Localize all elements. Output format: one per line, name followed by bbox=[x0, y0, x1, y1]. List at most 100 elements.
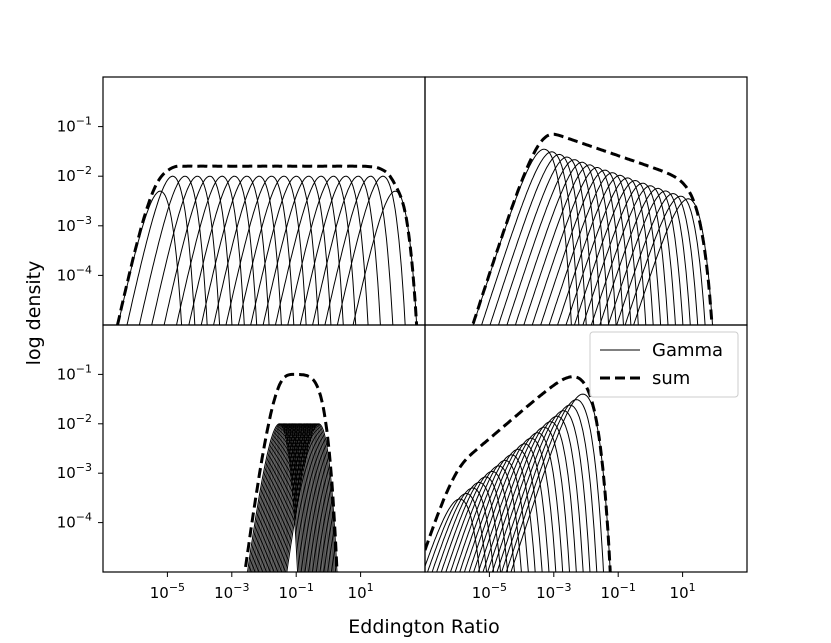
gamma-curve bbox=[582, 182, 669, 325]
gamma-curve bbox=[275, 423, 327, 572]
gamma-curve bbox=[481, 151, 580, 325]
gamma-curve bbox=[599, 187, 684, 325]
gamma-curve bbox=[498, 156, 595, 325]
gamma-curve bbox=[268, 423, 320, 572]
gamma-curve bbox=[260, 423, 312, 572]
gamma-curve bbox=[590, 185, 676, 325]
gamma-curve bbox=[557, 174, 647, 325]
gamma-curve bbox=[276, 423, 328, 572]
gamma-curve bbox=[280, 423, 333, 572]
gamma-curve bbox=[482, 426, 571, 572]
panel-bottom-left bbox=[98, 324, 426, 577]
x-tick-label: 10−5 bbox=[472, 581, 507, 602]
gamma-curve bbox=[126, 175, 196, 325]
gamma-curve bbox=[271, 423, 323, 572]
gamma-curve bbox=[352, 190, 418, 325]
sum-curve bbox=[471, 132, 714, 325]
legend: Gamma sum bbox=[589, 331, 739, 398]
panel-top-right bbox=[424, 76, 748, 326]
gamma-curve bbox=[505, 399, 605, 572]
gamma-curve bbox=[274, 175, 344, 325]
gamma-curve bbox=[265, 423, 318, 572]
legend-label-gamma: Gamma bbox=[652, 340, 723, 361]
panel-bottom-right bbox=[424, 324, 748, 577]
gamma-curve bbox=[336, 175, 406, 325]
gamma-curve bbox=[262, 175, 332, 325]
gamma-curve bbox=[274, 423, 326, 572]
gamma-curve bbox=[285, 423, 337, 572]
gamma-curve bbox=[270, 423, 322, 572]
sum-curve bbox=[425, 375, 612, 572]
gamma-curve bbox=[489, 153, 587, 325]
gamma-curve bbox=[283, 423, 335, 572]
panel-frame bbox=[424, 76, 748, 326]
y-tick-label: 10−3 bbox=[57, 461, 92, 482]
y-axis-label: log density bbox=[23, 261, 45, 366]
gamma-curve bbox=[431, 487, 495, 572]
gamma-curve bbox=[246, 423, 299, 572]
y-tick-label: 10−3 bbox=[57, 214, 92, 235]
gamma-curve bbox=[607, 190, 691, 325]
gamma-curve bbox=[496, 410, 591, 572]
gamma-curve bbox=[445, 470, 515, 572]
gamma-curve bbox=[312, 175, 381, 325]
gamma-curve bbox=[299, 175, 369, 325]
gamma-curve bbox=[449, 465, 522, 572]
gamma-curve bbox=[514, 161, 610, 325]
x-tick-label: 101 bbox=[348, 581, 374, 602]
gamma-curve bbox=[565, 177, 654, 325]
x-tick-label: 10−1 bbox=[601, 581, 636, 602]
gamma-curve bbox=[624, 195, 706, 325]
gamma-curve bbox=[282, 423, 334, 572]
x-tick-label: 101 bbox=[670, 581, 696, 602]
gamma-curve bbox=[427, 492, 488, 572]
gamma-curve bbox=[510, 393, 611, 572]
gamma-curve bbox=[151, 175, 221, 325]
gamma-curve bbox=[279, 423, 331, 572]
x-tick-label: 10−5 bbox=[150, 581, 185, 602]
gamma-curve bbox=[278, 423, 330, 572]
y-tick-label: 10−4 bbox=[57, 511, 92, 532]
y-tick-labels: 10−1 10−2 10−3 10−4 10−1 10−2 10−3 10−4 bbox=[57, 115, 92, 532]
sum-curve bbox=[243, 372, 339, 572]
panels bbox=[98, 76, 748, 577]
legend-box bbox=[589, 331, 739, 398]
x-tick-labels: 10−5 10−3 10−1 101 10−5 10−3 10−1 101 bbox=[150, 581, 696, 602]
gamma-curve bbox=[225, 175, 295, 325]
gamma-curve bbox=[436, 482, 502, 572]
gamma-curve bbox=[324, 175, 394, 325]
gamma-curve bbox=[286, 423, 338, 572]
gamma-curve bbox=[138, 175, 208, 325]
x-tick-label: 10−3 bbox=[536, 581, 571, 602]
gamma-curve bbox=[261, 423, 314, 572]
sum-curve bbox=[115, 164, 419, 325]
gamma-curve bbox=[252, 423, 304, 572]
gamma-curve bbox=[237, 175, 307, 325]
y-tick-label: 10−1 bbox=[57, 115, 92, 136]
gamma-curve bbox=[255, 423, 307, 572]
x-axis-label: Eddington Ratio bbox=[348, 616, 499, 638]
x-tick-label: 10−1 bbox=[279, 581, 314, 602]
gamma-curve bbox=[468, 443, 550, 572]
gamma-curve bbox=[188, 175, 258, 325]
gamma-curve bbox=[117, 190, 183, 325]
gamma-curve bbox=[459, 454, 536, 572]
gamma-curve bbox=[425, 498, 481, 572]
y-tick-label: 10−2 bbox=[57, 412, 92, 433]
gamma-curve bbox=[213, 175, 282, 325]
gamma-curve bbox=[531, 167, 624, 325]
x-tick-label: 10−3 bbox=[214, 581, 249, 602]
gamma-curve bbox=[548, 172, 639, 325]
y-tick-label: 10−2 bbox=[57, 164, 92, 185]
gamma-curve bbox=[250, 175, 320, 325]
gamma-curve bbox=[506, 159, 602, 325]
gamma-curve bbox=[200, 175, 270, 325]
gamma-curve bbox=[523, 164, 617, 325]
gamma-curve bbox=[477, 432, 564, 572]
panel-top-left bbox=[98, 76, 426, 326]
panel-frame bbox=[424, 324, 748, 573]
gamma-curve bbox=[540, 169, 632, 325]
gamma-curve bbox=[287, 175, 357, 325]
gamma-curve bbox=[263, 423, 315, 572]
